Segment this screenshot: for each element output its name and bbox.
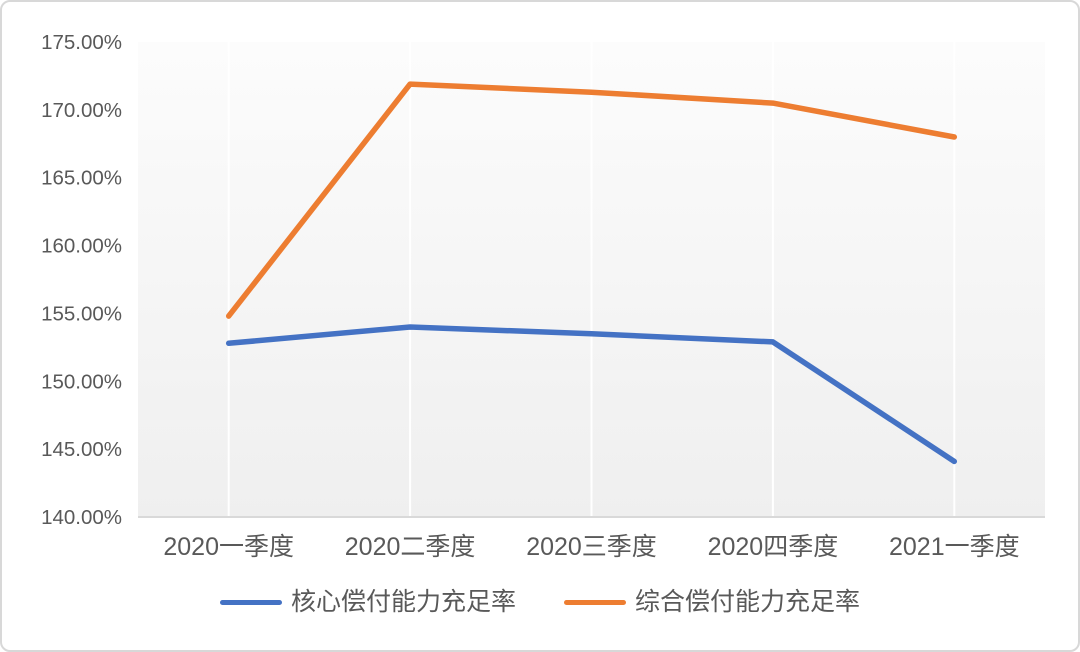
legend-line-swatch-core	[219, 600, 282, 605]
x-axis-category-label: 2021一季度	[889, 533, 1020, 561]
y-axis-tick-label: 170.00%	[41, 99, 122, 122]
x-axis-category-label: 2020二季度	[345, 533, 476, 561]
x-axis-category-label: 2020四季度	[708, 533, 839, 561]
y-axis-tick-label: 145.00%	[41, 438, 122, 461]
y-axis-tick-label: 140.00%	[41, 506, 122, 529]
legend-label-comprehensive: 综合偿付能力充足率	[635, 588, 861, 616]
x-axis-category-label: 2020三季度	[526, 533, 657, 561]
y-axis-tick-label: 155.00%	[41, 302, 122, 325]
legend-line-swatch-comprehensive	[564, 600, 626, 605]
legend-entry-core-solvency: 核心偿付能力充足率	[219, 588, 516, 616]
legend-entry-comprehensive-solvency: 综合偿付能力充足率	[564, 590, 860, 615]
x-axis-category-label: 2020一季度	[163, 533, 294, 561]
legend-label-core: 核心偿付能力充足率	[290, 588, 516, 616]
chart-legend: 核心偿付能力充足率 综合偿付能力充足率	[2, 590, 1078, 615]
y-axis-tick-label: 160.00%	[41, 235, 122, 258]
y-axis-tick-label: 150.00%	[41, 370, 122, 393]
y-axis-tick-label: 165.00%	[41, 167, 122, 190]
series-line-0	[225, 324, 958, 465]
series-line-1	[225, 81, 958, 319]
y-axis-tick-label: 175.00%	[41, 31, 122, 54]
